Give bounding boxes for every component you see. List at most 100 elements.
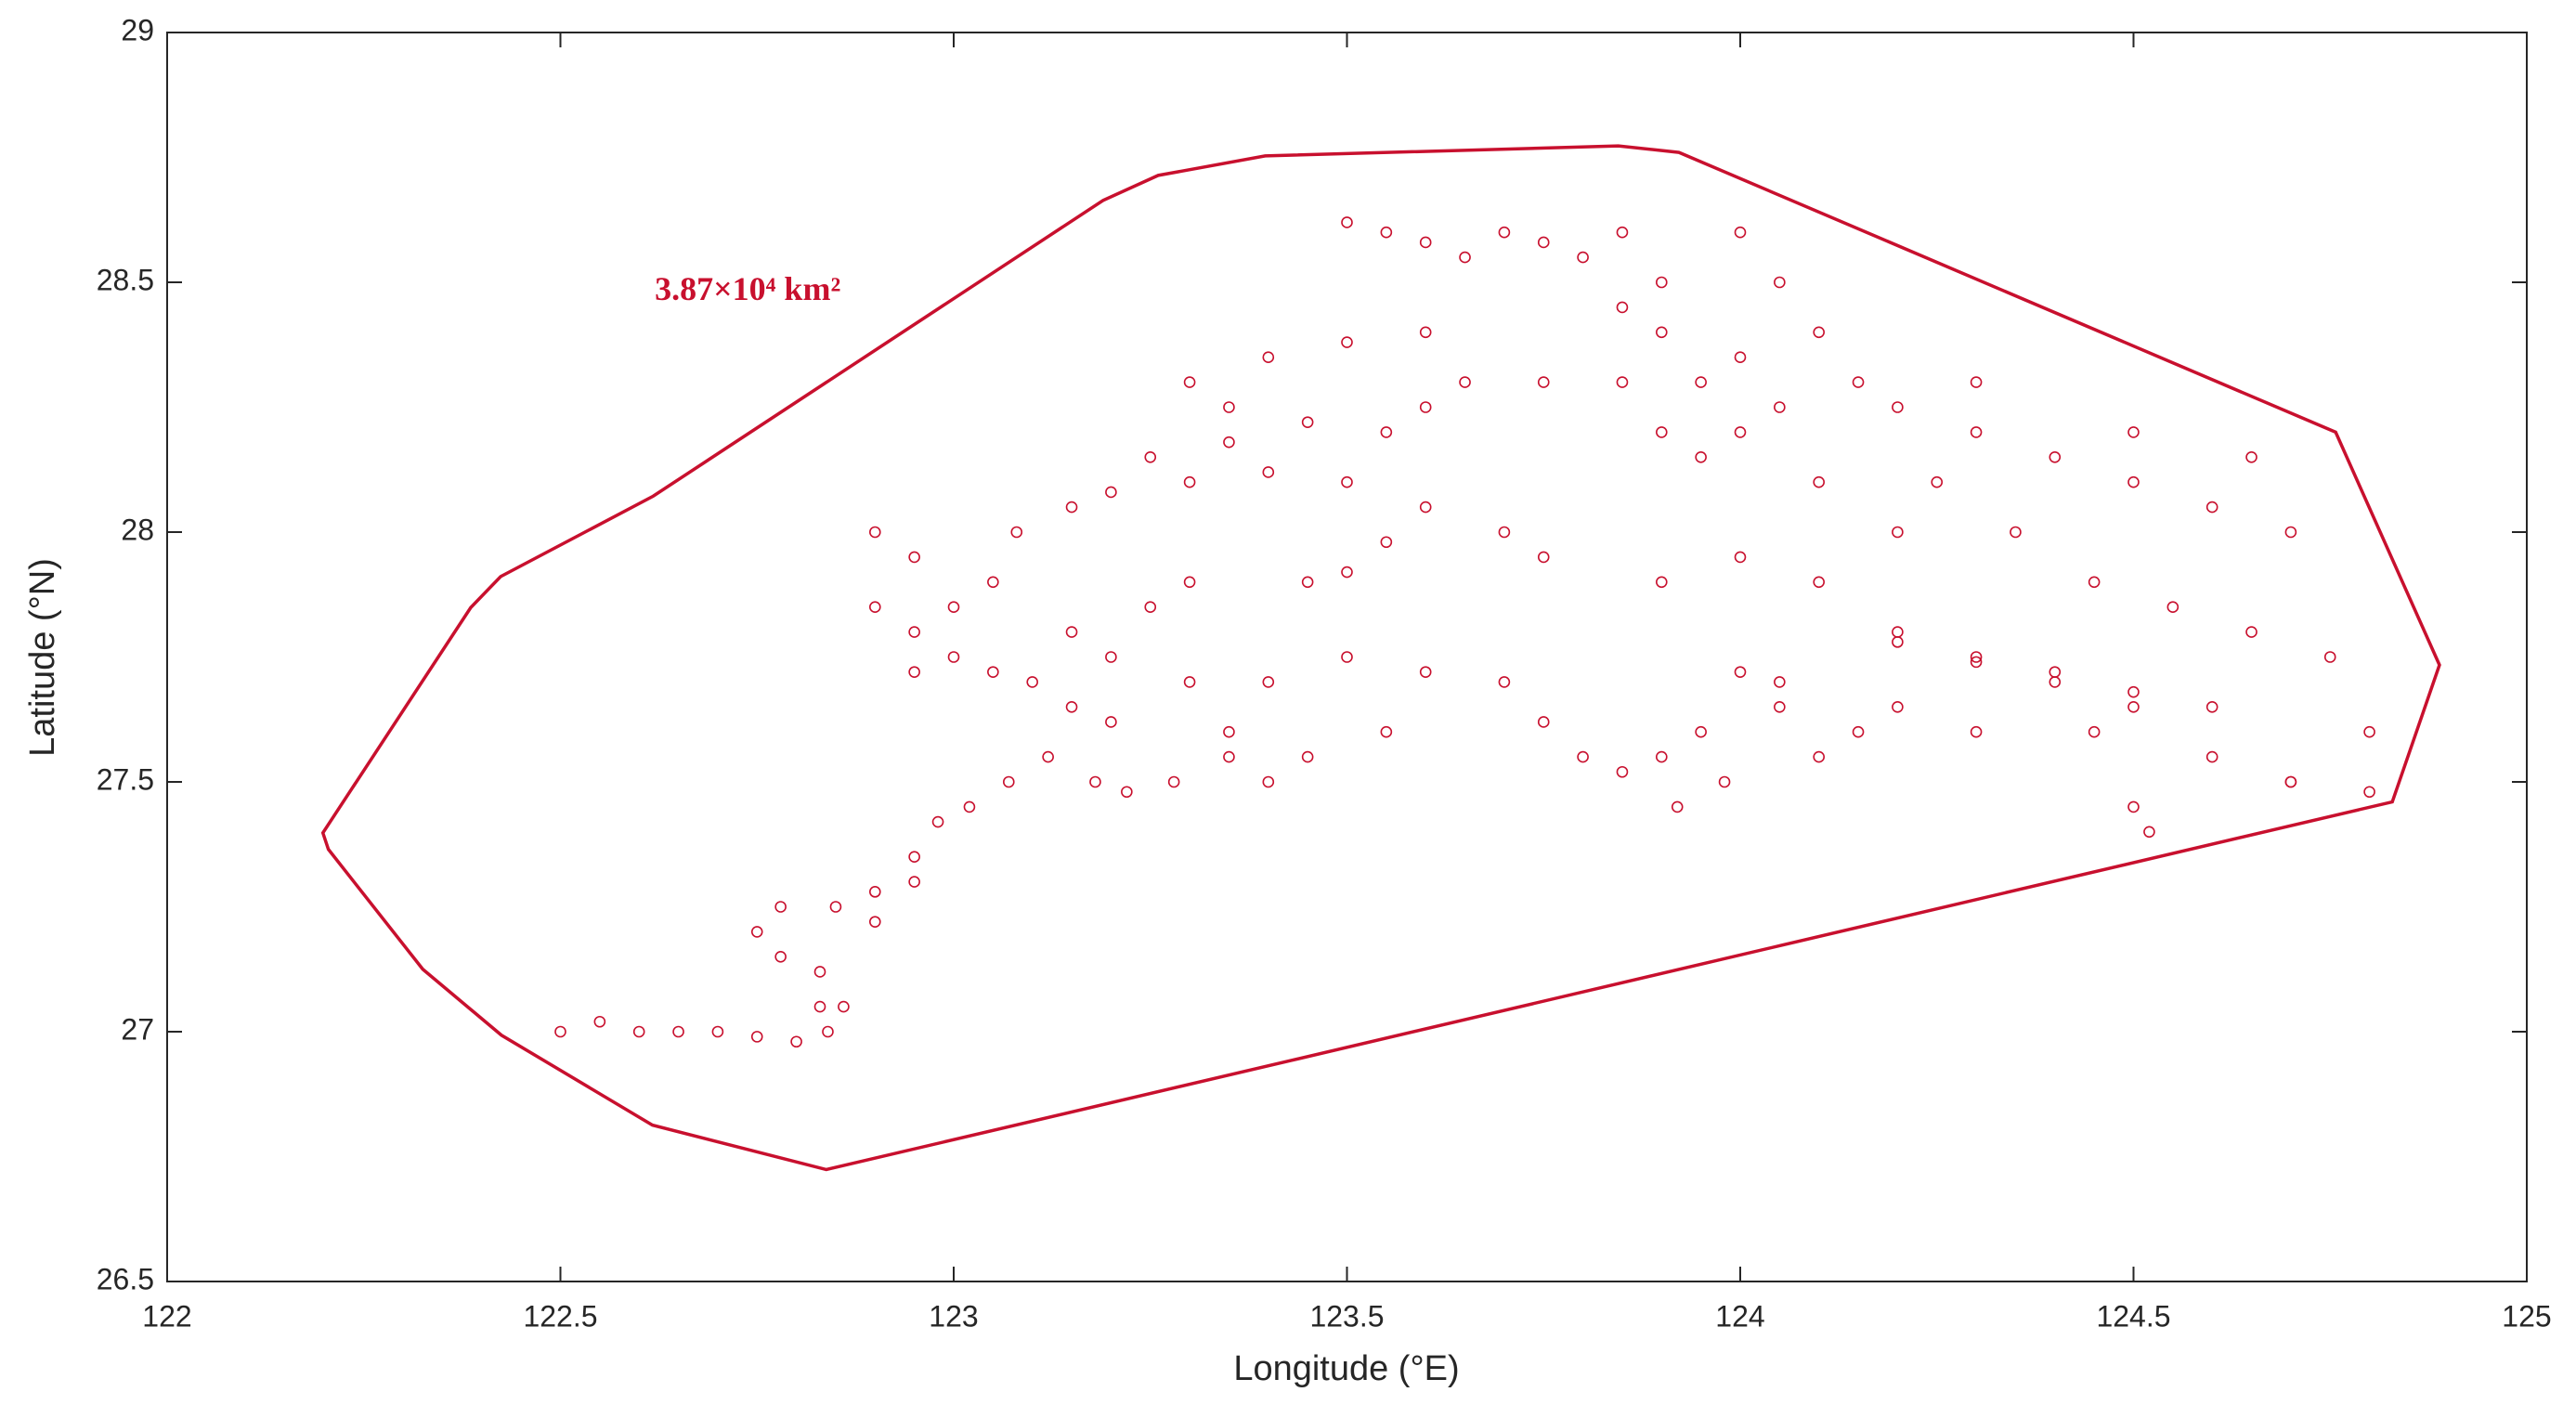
scatter-point [1616,765,1629,778]
scatter-point [1774,276,1786,289]
scatter-point [931,815,944,828]
scatter-point [672,1025,684,1038]
scatter-point [1459,251,1471,264]
scatter-point [1774,700,1786,713]
scatter-point [774,951,787,963]
scatter-point [1537,376,1550,388]
scatter-point [1813,576,1825,589]
scatter-point [593,1015,606,1028]
scatter-point [1419,666,1432,678]
scatter-point [2363,786,2375,799]
scatter-point [2088,725,2101,738]
scatter-point [1419,401,1432,413]
scatter-point [2127,685,2140,698]
scatter-point [711,1025,724,1038]
scatter-point [947,601,960,614]
scatter-point [1892,636,1904,648]
scatter-point [1577,251,1589,264]
scatter-point [908,551,920,564]
scatter-point [1065,626,1078,638]
scatter-point [1813,750,1825,763]
scatter-point [1892,700,1904,713]
scatter-point [2127,700,2140,713]
scatter-point [632,1025,645,1038]
scatter-point [1223,725,1235,738]
scatter-point [2205,750,2218,763]
scatter-point [1105,486,1117,499]
scatter-point [1341,475,1353,488]
scatter-point [2323,651,2336,663]
scatter-point [2049,450,2062,463]
scatter-point [822,1025,834,1038]
scatter-point [868,526,881,539]
scatter-point [1183,676,1196,688]
scatter-point [2088,576,2101,589]
x-tick-label: 125 [2502,1299,2551,1333]
scatter-point [2049,666,2062,678]
scatter-point [2127,800,2140,813]
scatter-point [829,901,842,913]
scatter-point [1616,301,1629,314]
scatter-point [774,901,787,913]
scatter-point [2143,826,2155,839]
scatter-point [1734,226,1747,239]
scatter-point [1656,750,1668,763]
scatter-point [838,1000,850,1013]
scatter-point [1695,450,1707,463]
scatter-point [1970,426,1983,438]
scatter-point [987,666,999,678]
scatter-point [1262,466,1275,478]
scatter-point [2127,475,2140,488]
scatter-point [1341,216,1353,228]
scatter-point [1223,401,1235,413]
scatter-point [1419,236,1432,249]
scatter-point [1183,376,1196,388]
scatter-point [1144,450,1157,463]
scatter-point [1970,656,1983,669]
y-tick-label: 27 [121,1012,154,1046]
scatter-point [2127,426,2140,438]
scatter-point [1656,276,1668,289]
scatter-point [1105,651,1117,663]
scatter-point [813,966,826,978]
scatter-point [1774,676,1786,688]
y-tick-label: 28.5 [97,263,154,296]
scatter-point [1262,775,1275,788]
scatter-point [1931,475,1944,488]
scatter-point [1183,576,1196,589]
x-tick-label: 123.5 [1309,1299,1384,1333]
scatter-point [1380,536,1393,549]
scatter-point [1144,601,1157,614]
scatter-point [1301,750,1314,763]
scatter-point [1656,576,1668,589]
hull-line [320,144,2441,1172]
scatter-point [908,626,920,638]
scatter-point [908,876,920,888]
scatter-point [1498,676,1511,688]
scatter-point [1970,725,1983,738]
scatter-point [554,1025,566,1038]
scatter-point [2245,450,2257,463]
scatter-point [790,1035,802,1048]
scatter-point [963,800,976,813]
scatter-point [947,651,960,663]
scatter-point [868,886,881,898]
scatter-point [1341,336,1353,348]
annotation: 3.87×10⁴ km² [655,270,840,307]
scatter-point [1002,775,1015,788]
scatter-point [987,576,999,589]
scatter-point [2363,725,2375,738]
scatter-point [1616,226,1629,239]
scatter-point [1892,401,1904,413]
scatter-point [1010,526,1023,539]
scatter-point [1459,376,1471,388]
scatter-point [1537,236,1550,249]
scatter-point [1734,551,1747,564]
scatter-point [2010,526,2022,539]
scatter-point [1262,676,1275,688]
scatter-point [1852,376,1865,388]
scatter-point [1183,475,1196,488]
scatter-point [1813,326,1825,339]
y-tick-label: 27.5 [97,762,154,796]
scatter-point [1380,725,1393,738]
